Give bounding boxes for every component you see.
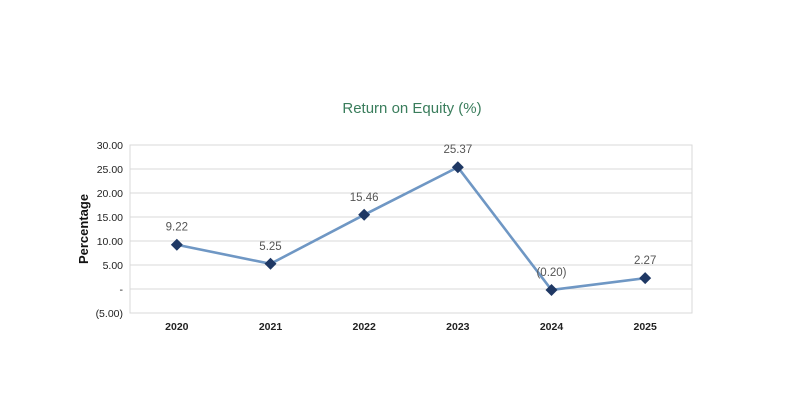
y-tick-label: - bbox=[120, 284, 124, 296]
series-line bbox=[176, 165, 646, 292]
data-marker bbox=[451, 161, 464, 174]
data-label: 2.27 bbox=[634, 255, 656, 267]
chart-title: Return on Equity (%) bbox=[342, 100, 481, 117]
y-axis-ticks: 30.00 25.00 20.00 15.00 10.00 5.00 - (5.00) bbox=[96, 140, 124, 320]
x-tick-label: 2025 bbox=[633, 321, 657, 333]
y-tick-label: 25.00 bbox=[97, 164, 123, 176]
y-tick-label: 15.00 bbox=[97, 212, 123, 224]
data-marker bbox=[358, 208, 371, 221]
data-marker bbox=[639, 272, 652, 285]
x-tick-label: 2022 bbox=[352, 321, 376, 333]
gridlines bbox=[129, 144, 693, 314]
y-tick-label: (5.00) bbox=[96, 308, 123, 320]
series-line-layer bbox=[176, 165, 646, 292]
x-tick-label: 2021 bbox=[259, 321, 283, 333]
data-marker bbox=[170, 238, 183, 251]
y-tick-label: 10.00 bbox=[97, 236, 123, 248]
x-tick-label: 2023 bbox=[446, 321, 470, 333]
data-markers bbox=[170, 161, 652, 296]
data-label: 15.46 bbox=[350, 192, 379, 204]
y-tick-label: 30.00 bbox=[97, 140, 123, 152]
x-tick-label: 2024 bbox=[540, 321, 564, 333]
data-labels: 9.22 5.25 15.46 25.37 (0.20) 2.27 bbox=[166, 144, 657, 279]
y-tick-label: 5.00 bbox=[103, 260, 124, 272]
data-label: 25.37 bbox=[443, 144, 472, 156]
data-marker bbox=[545, 283, 558, 296]
plot-area-border bbox=[129, 144, 693, 314]
data-label: 5.25 bbox=[259, 241, 281, 253]
y-axis-label: Percentage bbox=[76, 194, 91, 264]
y-tick-label: 20.00 bbox=[97, 188, 123, 200]
x-tick-label: 2020 bbox=[165, 321, 189, 333]
x-axis-ticks: 2020 2021 2022 2023 2024 2025 bbox=[165, 321, 657, 333]
data-label: 9.22 bbox=[166, 222, 188, 234]
data-marker bbox=[264, 257, 277, 270]
data-label: (0.20) bbox=[536, 267, 566, 279]
